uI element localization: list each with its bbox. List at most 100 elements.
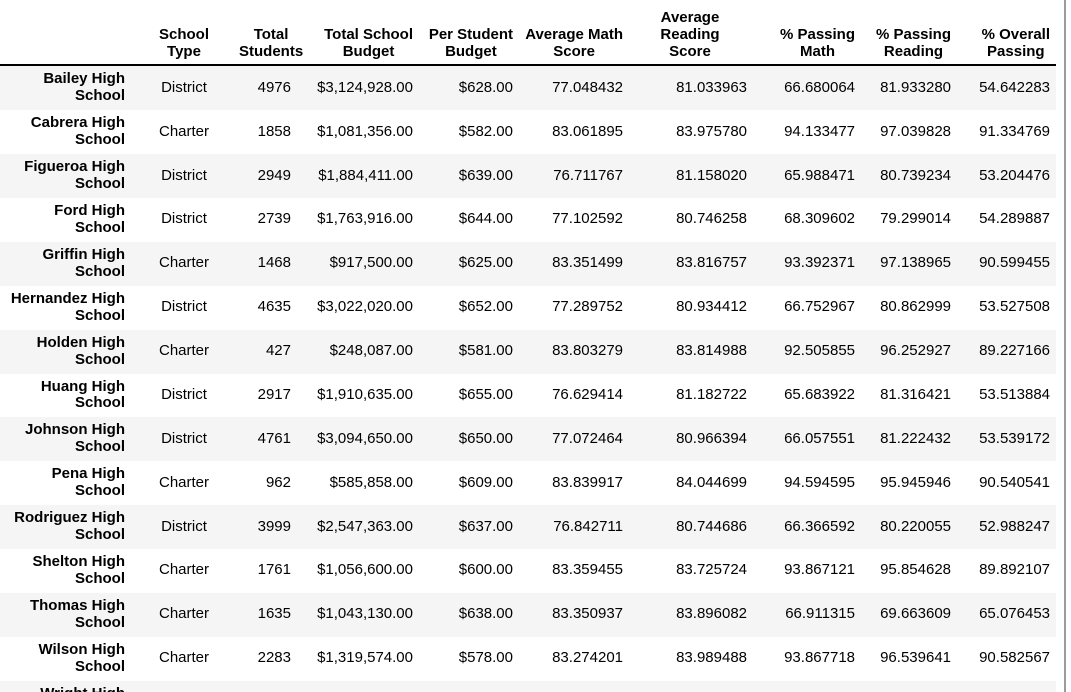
cell-r6-c1: 427 xyxy=(265,342,291,360)
cell-r0-c0: District xyxy=(161,78,207,96)
cell-r11-c2: $1,056,600.00 xyxy=(317,561,413,579)
cell-r0-c5: 81.033963 xyxy=(676,78,747,96)
cell-r8-c1: 4761 xyxy=(257,429,291,447)
cell-r13-c8: 90.582567 xyxy=(979,649,1050,667)
cell-r4-c4: 83.351499 xyxy=(552,254,623,272)
row-label: Thomas High School xyxy=(29,596,125,631)
table-row-5: Hernandez High School District 4635 $3,022,… xyxy=(0,285,1056,330)
cell-r1-c8: 91.334769 xyxy=(979,122,1050,140)
cell-r11-c7: 95.854628 xyxy=(880,561,951,579)
cell-r2-c2: $1,884,411.00 xyxy=(318,166,413,184)
cell-r8-c5: 80.966394 xyxy=(676,429,747,447)
cell-r4-c0: Charter xyxy=(158,254,210,272)
cell-r1-c1: 1858 xyxy=(257,122,291,140)
cell-r5-c5: 80.934412 xyxy=(676,298,747,316)
cell-r4-c7: 97.138965 xyxy=(880,254,951,272)
cell-r2-c4: 76.711767 xyxy=(553,166,623,184)
cell-r14-c5: 83.955000 xyxy=(629,681,753,692)
cell-r14-c2: $1,049,400.00 xyxy=(297,681,419,692)
cell-r4-c8: 90.599455 xyxy=(979,254,1050,272)
cell-r9-c7: 95.945946 xyxy=(880,473,951,491)
cell-r11-c1: 1761 xyxy=(257,561,291,579)
table-row-10: Rodriguez High School District 3999 $2,547,… xyxy=(0,505,1056,550)
cell-r2-c5: 81.158020 xyxy=(676,166,747,184)
cell-r9-c5: 84.044699 xyxy=(676,473,747,491)
cell-r5-c4: 77.289752 xyxy=(552,298,623,316)
cell-r2-c6: 65.988471 xyxy=(784,166,855,184)
cell-r7-c0: District xyxy=(161,385,207,403)
table-body: Bailey High School District 4976 $3,124,928… xyxy=(0,65,1056,692)
column-header-5: Average Reading Score xyxy=(629,0,753,67)
cell-r8-c7: 81.222432 xyxy=(880,429,951,447)
cell-r7-c5: 81.182722 xyxy=(676,385,747,403)
column-header-2: Total School Budget xyxy=(297,0,419,67)
table-row-4: Griffin High School Charter 1468 $917,500.0… xyxy=(0,241,1056,286)
cell-r12-c2: $1,043,130.00 xyxy=(317,605,413,623)
cell-r10-c3: $637.00 xyxy=(458,517,513,535)
row-label: Pena High School xyxy=(51,465,125,500)
cell-r6-c5: 83.814988 xyxy=(676,342,747,360)
table-row-2: Figueroa High School District 2949 $1,884,4… xyxy=(0,154,1056,199)
cell-r2-c8: 53.204476 xyxy=(979,166,1050,184)
cell-r13-c4: 83.274201 xyxy=(552,649,623,667)
cell-r8-c3: $650.00 xyxy=(458,429,513,447)
cell-r14-c0: Charter xyxy=(135,681,235,692)
cell-r0-c8: 54.642283 xyxy=(979,78,1050,96)
cell-r10-c8: 52.988247 xyxy=(979,517,1050,535)
cell-r8-c4: 77.072464 xyxy=(552,429,623,447)
cell-r6-c8: 89.227166 xyxy=(979,342,1050,360)
row-label: Cabrera High School xyxy=(30,114,125,149)
column-header-3: Per Student Budget xyxy=(419,0,519,67)
cell-r5-c1: 4635 xyxy=(257,298,291,316)
cell-r12-c0: Charter xyxy=(158,605,210,623)
cell-r2-c1: 2949 xyxy=(257,166,291,184)
row-label: Huang High School xyxy=(40,377,125,412)
table-row-9: Pena High School Charter 962 $585,858.00 $60… xyxy=(0,461,1056,506)
table-row-14: Wright High SchoolCharter1800$1,049,400.… xyxy=(0,680,1056,692)
column-header-label: Total Students xyxy=(239,25,304,60)
column-header-label: Total School Budget xyxy=(324,25,413,60)
cell-r7-c3: $655.00 xyxy=(458,385,513,403)
cell-r4-c1: 1468 xyxy=(257,254,291,272)
cell-r1-c6: 94.133477 xyxy=(784,122,855,140)
cell-r13-c6: 93.867718 xyxy=(784,649,855,667)
cell-r5-c7: 80.862999 xyxy=(880,298,951,316)
cell-r4-c3: $625.00 xyxy=(458,254,513,272)
cell-r9-c3: $609.00 xyxy=(458,473,513,491)
cell-r12-c1: 1635 xyxy=(257,605,291,623)
row-label: Hernandez High School xyxy=(10,289,125,324)
cell-r0-c3: $628.00 xyxy=(458,78,513,96)
table-row-0: Bailey High School District 4976 $3,124,928… xyxy=(0,65,1056,111)
table-row-12: Thomas High School Charter 1635 $1,043,130.… xyxy=(0,592,1056,637)
cell-r4-c2: $917,500.00 xyxy=(329,254,413,272)
table-row-11: Shelton High School Charter 1761 $1,056,600… xyxy=(0,549,1056,593)
cell-r12-c3: $638.00 xyxy=(458,605,513,623)
cell-r6-c0: Charter xyxy=(158,342,210,360)
cell-r13-c5: 83.989488 xyxy=(676,649,747,667)
cell-r9-c2: $585,858.00 xyxy=(329,473,413,491)
cell-r3-c6: 68.309602 xyxy=(784,210,855,228)
cell-r11-c3: $600.00 xyxy=(458,561,513,579)
cell-r3-c5: 80.746258 xyxy=(676,210,747,228)
row-label: Bailey High School xyxy=(43,70,125,105)
cell-r8-c8: 53.539172 xyxy=(979,429,1050,447)
cell-r14-c1: 1800 xyxy=(235,681,297,692)
cell-r14-c8: 90.333333 xyxy=(957,681,1056,692)
cell-r11-c0: Charter xyxy=(158,561,210,579)
column-header-label: School Type xyxy=(158,25,209,60)
cell-r10-c5: 80.744686 xyxy=(676,517,747,535)
row-label: Shelton High School xyxy=(32,553,126,587)
cell-r0-c7: 81.933280 xyxy=(880,78,951,96)
cell-r14-c3: $583.00 xyxy=(419,681,519,692)
cell-r5-c8: 53.527508 xyxy=(979,298,1050,316)
cell-r6-c7: 96.252927 xyxy=(880,342,951,360)
cell-r5-c6: 66.752967 xyxy=(784,298,855,316)
cell-r0-c1: 4976 xyxy=(257,78,291,96)
cell-r4-c6: 93.392371 xyxy=(784,254,855,272)
cell-r12-c8: 65.076453 xyxy=(979,605,1050,623)
cell-r6-c6: 92.505855 xyxy=(784,342,855,360)
cell-r7-c8: 53.513884 xyxy=(979,385,1050,403)
table-header: School Type Total Students Total School Bu… xyxy=(0,0,1056,67)
